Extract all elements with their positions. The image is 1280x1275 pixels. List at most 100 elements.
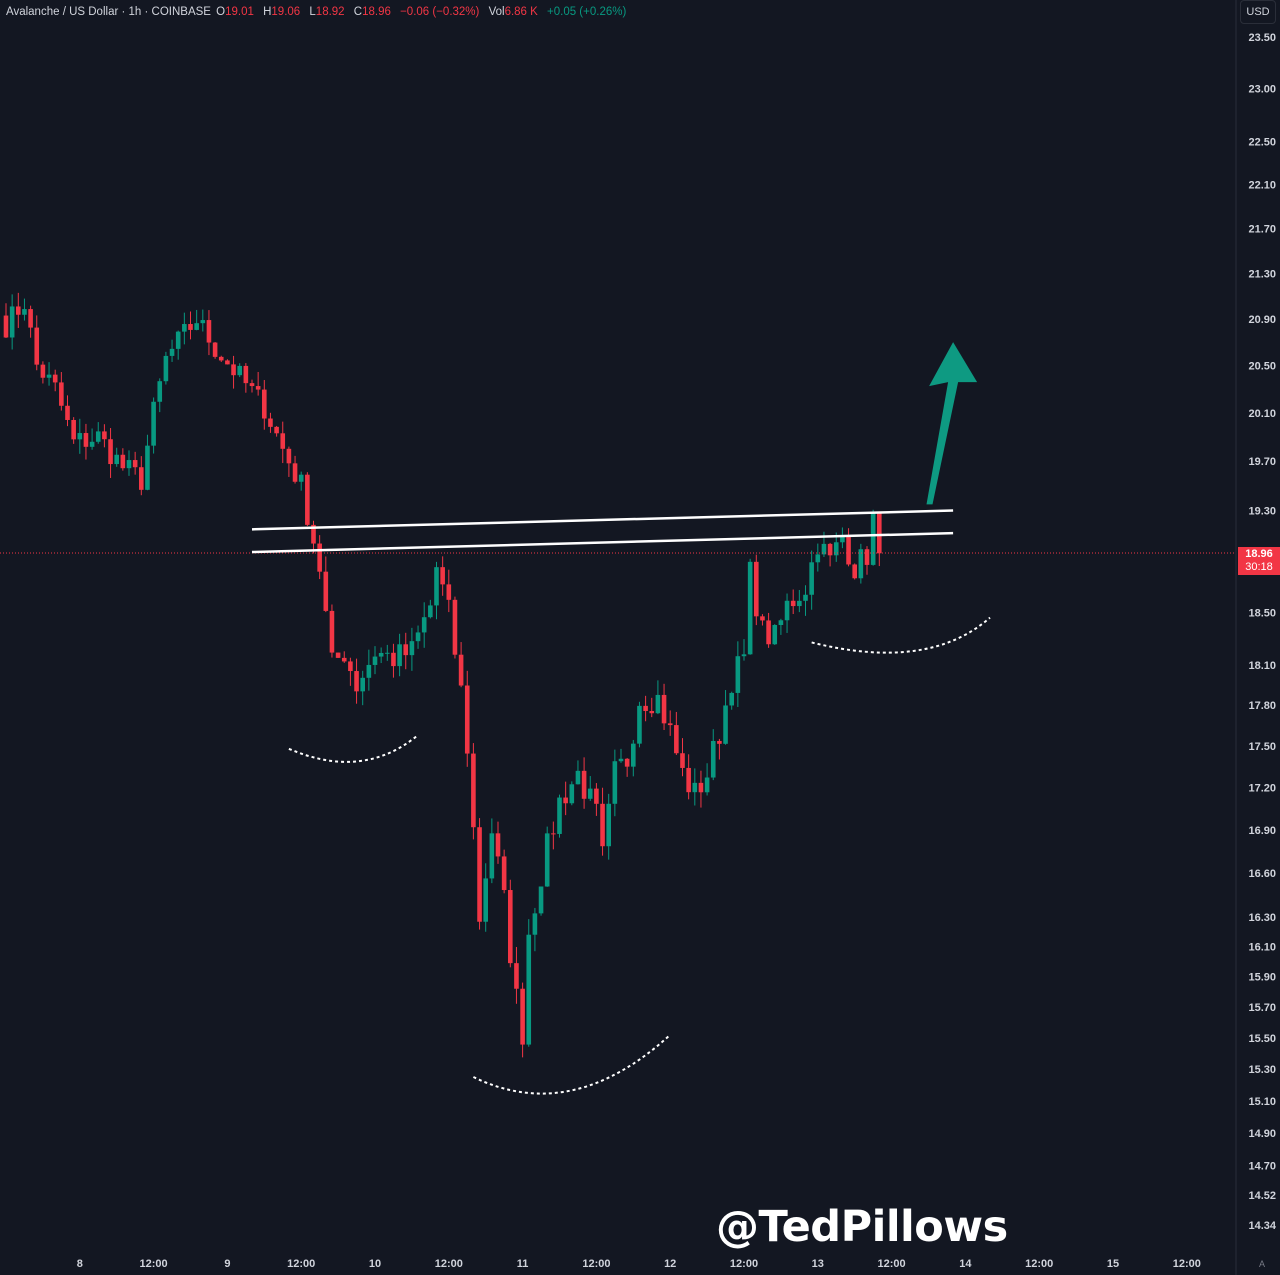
candles-layer [3,292,882,1058]
price-tick-label: 20.50 [1248,360,1276,372]
candle-body [231,364,236,376]
candle-body [698,782,704,793]
price-tick-label: 17.20 [1248,783,1276,795]
volume-value: 6.86 K [504,6,538,18]
candle-body [852,564,857,579]
candle-body [243,365,249,384]
candle-body [262,389,267,419]
candle-body [489,833,495,879]
candle-body [667,723,673,726]
price-tick-label: 17.80 [1248,700,1276,712]
candle-body [877,511,882,554]
candle-body [132,460,138,468]
candle-body [827,543,833,556]
candle-body [815,554,821,563]
candle-body [298,474,304,482]
candle-body [323,571,329,611]
candle-body [249,383,255,387]
candle-body [501,856,507,891]
currency-button[interactable]: USD [1240,0,1276,24]
candle-body [661,694,667,724]
candle-body [65,405,70,420]
candle-body [52,374,58,383]
candle-body [329,610,335,653]
time-tick-label: 12 [664,1258,676,1270]
candle-body [594,788,599,804]
candle-body [766,620,771,645]
candle-body [754,561,759,617]
candle-body [631,743,636,767]
candle-body [40,364,46,378]
candle-body [471,753,476,828]
candle-body [624,758,630,767]
last-price-tag: 18.96 30:18 [1238,547,1280,575]
candle-body [514,963,519,989]
candle-body [237,365,242,376]
candle-body [194,323,199,330]
candle-body [606,803,611,847]
candle-body [784,600,790,621]
candle-body [809,562,814,595]
candle-body [692,782,698,793]
candle-body [341,657,347,662]
high-value: 19.06 [271,6,301,18]
candle-body [803,594,808,601]
candle-body [335,652,341,658]
candle-body [864,549,870,565]
price-tick-label: 16.60 [1248,868,1276,880]
candle-body [797,600,802,607]
high-label: H [263,6,272,18]
left-shoulder-arc [288,734,419,763]
price-tick-label: 22.50 [1248,137,1276,149]
candle-body [108,439,113,465]
candle-body [747,561,753,655]
time-tick-label: 12:00 [287,1258,315,1270]
candle-body [440,567,445,585]
candle-body [378,652,384,657]
candle-body [286,448,292,464]
candle-body [71,419,76,440]
price-tick-label: 15.50 [1248,1033,1276,1045]
price-tick-label: 16.10 [1248,942,1276,954]
candle-body [458,654,464,686]
candle-body [840,535,845,543]
candle-body [212,342,218,357]
candle-body [581,770,587,799]
time-tick-label: 12:00 [435,1258,463,1270]
last-price-value: 18.96 [1245,548,1273,560]
candle-body [102,431,107,440]
candle-body [618,758,624,762]
candle-body [403,644,409,656]
auto-scale-button[interactable]: A [1258,1259,1265,1269]
symbol-title[interactable]: Avalanche / US Dollar · 1h · COINBASE [6,6,211,18]
price-axis: 23.50 23.00 22.50 22.10 21.70 21.30 20.90 20.50… [1248,32,1276,1232]
symbol-info-bar: Avalanche / US Dollar · 1h · COINBASE O1… [6,4,626,20]
candle-body [649,710,655,714]
candle-body [434,567,439,606]
candle-body [421,617,427,633]
candle-body [600,803,605,847]
candle-body [477,827,482,922]
candle-body [9,306,15,338]
candle-body [526,934,532,1045]
candle-body [151,401,156,446]
candle-body [305,474,310,525]
candle-body [655,694,661,714]
candle-body [717,740,722,744]
candle-body [409,641,415,656]
upward-arrow [926,342,978,505]
head-arc [472,1034,671,1095]
candle-body [464,685,470,754]
candle-body [575,770,581,785]
candle-body [225,360,230,365]
candle-body [846,535,851,565]
candle-body [89,441,95,447]
low-value: 18.92 [315,6,345,18]
price-tick-label: 14.70 [1248,1160,1276,1172]
price-tick-label: 23.50 [1248,32,1276,44]
candle-body [686,767,691,793]
candle-body [317,543,322,572]
close-value: 18.96 [362,6,391,18]
candle-body [735,656,741,693]
